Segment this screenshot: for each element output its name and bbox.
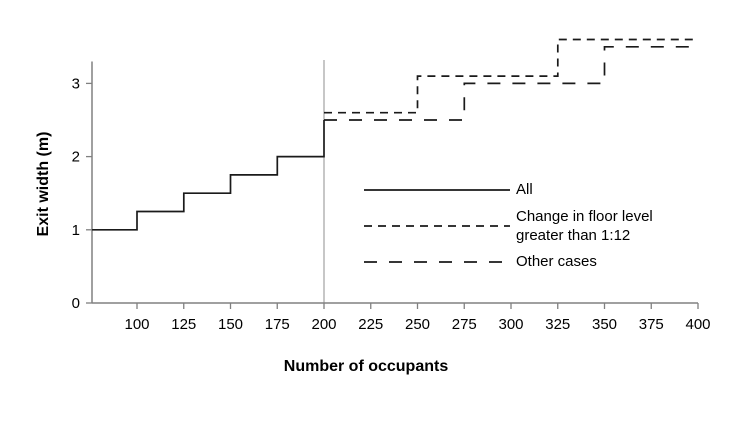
legend-label-all: All xyxy=(516,181,533,198)
legend-item-other-cases: Other cases xyxy=(364,252,674,271)
legend-label-other-cases: Other cases xyxy=(516,253,597,270)
legend-item-floor-level-change: Change in floor level greater than 1:12 xyxy=(364,207,674,245)
y-tick-label: 0 xyxy=(72,295,80,312)
x-tick-label: 125 xyxy=(171,316,196,333)
legend-item-all: All xyxy=(364,180,674,199)
x-tick-label: 150 xyxy=(218,316,243,333)
y-axis-title: Exit width (m) xyxy=(35,131,52,237)
y-tick-label: 3 xyxy=(72,75,80,92)
series-line-long-dash xyxy=(324,45,698,121)
series-line-short-dash xyxy=(324,38,698,114)
x-tick-label: 225 xyxy=(358,316,383,333)
x-tick-label: 375 xyxy=(639,316,664,333)
x-tick-label: 350 xyxy=(592,316,617,333)
legend: All Change in floor level greater than 1… xyxy=(364,180,674,271)
x-tick-label: 200 xyxy=(311,316,336,333)
series-line-solid xyxy=(92,120,325,231)
legend-label-floor-level-change: Change in floor level greater than 1:12 xyxy=(516,208,653,244)
x-tick-label: 100 xyxy=(124,316,149,333)
y-tick-label: 1 xyxy=(72,222,80,239)
x-tick-label: 275 xyxy=(452,316,477,333)
x-tick-label: 175 xyxy=(265,316,290,333)
x-tick-label: 400 xyxy=(685,316,710,333)
x-tick-label: 250 xyxy=(405,316,430,333)
x-tick-label: 300 xyxy=(498,316,523,333)
x-axis-title: Number of occupants xyxy=(283,358,449,375)
x-tick-label: 325 xyxy=(545,316,570,333)
legend-line-short-dash-icon xyxy=(364,225,510,227)
y-tick-label: 2 xyxy=(72,149,80,166)
legend-line-long-dash-icon xyxy=(364,260,510,263)
legend-line-solid-icon xyxy=(364,188,510,191)
